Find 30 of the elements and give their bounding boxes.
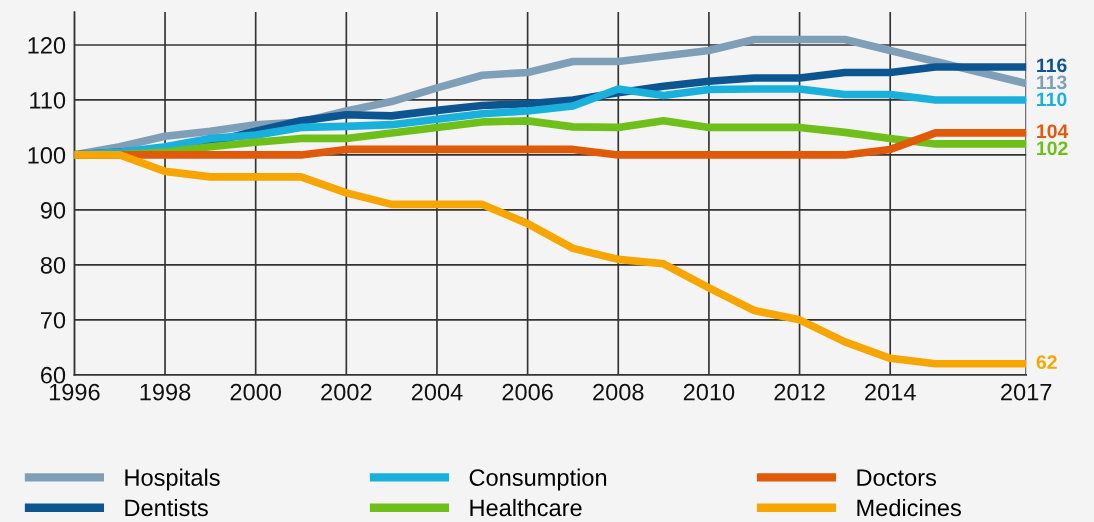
y-tick-label: 90: [40, 201, 66, 219]
data-label: 116: [1037, 58, 1067, 73]
legend-label: Hospitals: [125, 468, 220, 491]
x-tick-label: 2010: [683, 383, 735, 401]
x-tick-label: 1998: [140, 383, 191, 401]
x-tick-label: 2017: [1001, 383, 1052, 401]
x-tick-label: 2000: [230, 383, 282, 401]
legend-label: Healthcare: [470, 498, 582, 517]
x-tick-label: 2008: [593, 383, 644, 401]
data-label: 113: [1037, 75, 1067, 90]
x-tick-label: 2012: [774, 383, 825, 401]
y-tick-label: 110: [30, 92, 66, 109]
y-tick-label: 120: [28, 37, 66, 54]
legend-label: Medicines: [857, 498, 961, 517]
x-tick-label: 2002: [321, 383, 372, 401]
data-label: 62: [1036, 355, 1057, 370]
y-tick-label: 80: [40, 256, 66, 274]
data-label: 104: [1037, 124, 1069, 139]
data-label: 110: [1037, 92, 1067, 107]
y-tick-label: 100: [28, 146, 66, 164]
x-tick-label: 2014: [865, 383, 916, 401]
x-tick-label: 2006: [502, 383, 553, 401]
y-tick-label: 70: [41, 311, 66, 329]
y-tick-label: 60: [41, 366, 66, 384]
legend-label: Doctors: [857, 469, 937, 486]
x-tick-label: 1996: [49, 383, 100, 401]
legend-label: Consumption: [469, 468, 607, 491]
data-label: 102: [1037, 141, 1068, 156]
x-tick-label: 2004: [411, 383, 463, 401]
legend-label: Dentists: [125, 498, 208, 517]
